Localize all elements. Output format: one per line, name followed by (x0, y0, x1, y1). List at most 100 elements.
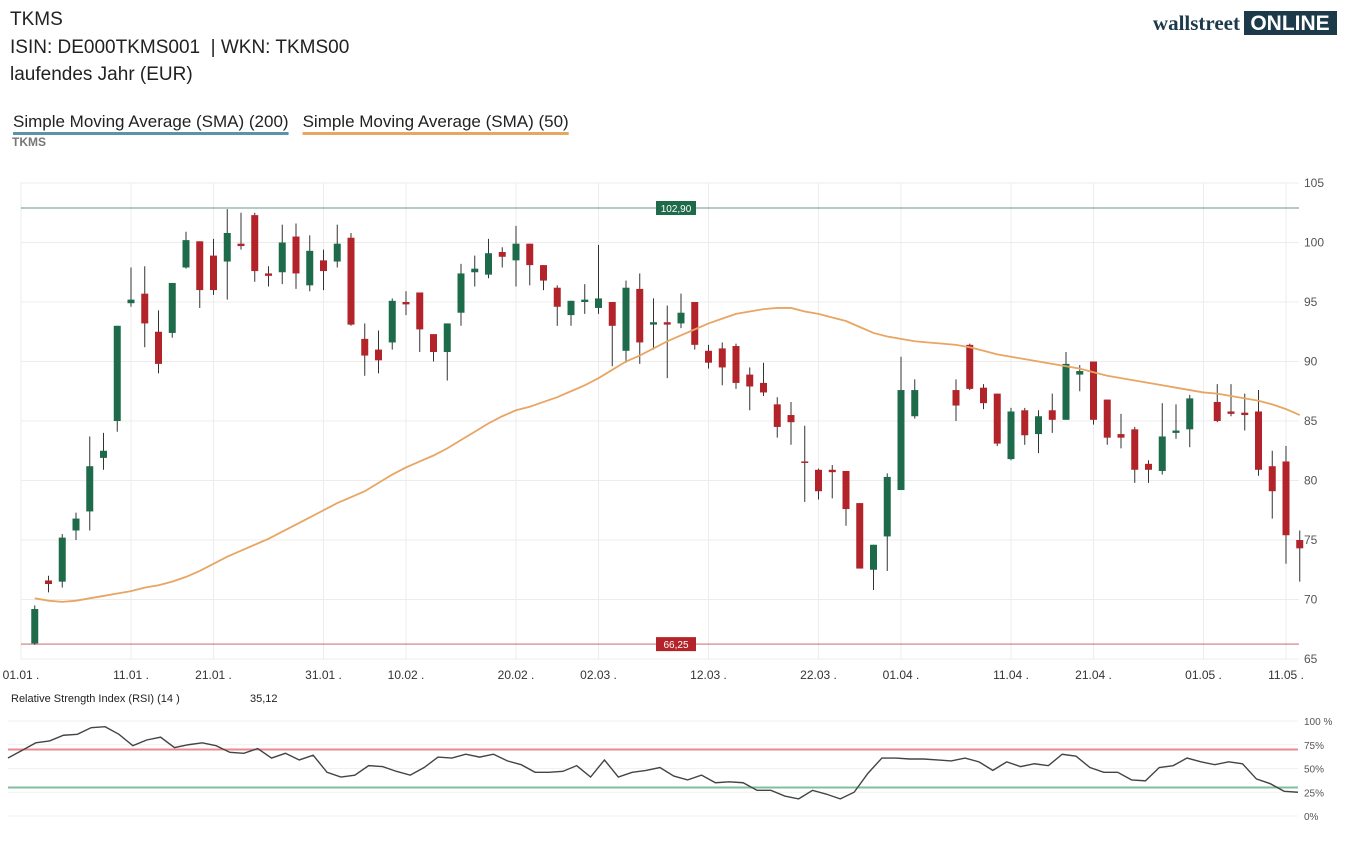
x-tick-label: 21.01 . (195, 668, 232, 682)
candle-body (1090, 361, 1097, 420)
candle-body (1145, 463, 1152, 470)
candle-body (897, 390, 905, 491)
instrument: TKMS (12, 135, 46, 149)
candle-body (196, 241, 204, 291)
candle-body (1007, 411, 1015, 460)
candle-body (911, 390, 919, 417)
candle-body (1282, 461, 1290, 536)
y-tick-label: 75% (1304, 741, 1324, 752)
candle-body (1158, 436, 1166, 471)
y-tick-label: 80 (1304, 474, 1318, 488)
candle-body (1241, 412, 1249, 416)
candle-body (320, 260, 327, 272)
hline-label-bg (656, 637, 696, 652)
candle-body (292, 236, 300, 274)
candle-body (1076, 371, 1084, 375)
candle-body (691, 302, 699, 345)
candle-body (526, 243, 534, 266)
candle-body (636, 288, 644, 343)
candle-body (980, 387, 987, 404)
candle-body (443, 323, 451, 352)
candle-body (608, 302, 616, 326)
x-tick-label: 10.02 . (388, 668, 425, 682)
logo-word: wallstreet (1153, 11, 1240, 35)
candle-body (773, 404, 781, 427)
y-tick-label: 95 (1304, 295, 1318, 309)
candle-body (746, 374, 754, 387)
hline-label-bg (656, 200, 696, 215)
period: laufendes Jahr (EUR) (10, 64, 193, 85)
rsi-current: 35,12 (250, 693, 278, 705)
candle-body (815, 469, 822, 492)
candle-body (471, 268, 479, 273)
candle-body (622, 287, 630, 351)
candle-body (1296, 540, 1304, 549)
candle-body (1048, 410, 1056, 420)
candle-body (567, 300, 575, 316)
candle-body (870, 544, 877, 570)
candle-body (100, 450, 107, 458)
x-tick-label: 20.02 . (498, 668, 535, 682)
candle-body (1268, 466, 1276, 492)
y-tick-label: 65 (1304, 652, 1318, 666)
candle-body (72, 518, 80, 531)
candle-body (223, 232, 231, 262)
y-tick-label: 85 (1304, 414, 1318, 428)
candle-body (430, 334, 437, 352)
x-tick-label: 22.03 . (800, 668, 837, 682)
x-tick-label: 12.03 . (690, 668, 727, 682)
candle-body (1186, 398, 1194, 430)
candle-body (182, 240, 190, 268)
candle-body (155, 331, 162, 364)
candle-body (732, 346, 740, 383)
x-tick-label: 11.05 . (1268, 668, 1304, 682)
candle-body (45, 580, 52, 585)
candle-body (553, 287, 561, 307)
candle-body (1062, 363, 1070, 420)
candle-body (581, 299, 589, 302)
candle-body (1117, 434, 1125, 438)
candle-body (402, 302, 410, 305)
candle-body (1213, 401, 1221, 421)
candle-body (58, 537, 66, 582)
candle-body (113, 325, 121, 421)
candle-body (265, 273, 272, 276)
y-tick-label: 75 (1304, 533, 1318, 547)
candle-body (210, 255, 217, 291)
title: TKMS (10, 9, 63, 30)
y-tick-label: 25% (1304, 788, 1324, 799)
candle-body (801, 461, 809, 463)
candle-body (952, 390, 960, 406)
y-tick-label: 105 (1304, 176, 1324, 190)
candle-body (498, 252, 506, 257)
y-tick-label: 90 (1304, 355, 1318, 369)
candle-body (650, 322, 657, 325)
x-tick-label: 01.05 . (1185, 668, 1222, 682)
candle-body (1255, 411, 1262, 470)
candle-body (306, 250, 314, 286)
candle-body (1035, 416, 1042, 435)
hline-label: 66,25 (663, 640, 688, 651)
x-tick-label: 31.01 . (305, 668, 342, 682)
sma-line (34, 307, 1301, 603)
y-tick-label: 100 % (1304, 717, 1332, 728)
candle-body (993, 393, 1001, 444)
candle-body (31, 609, 39, 644)
x-tick-label: 01.04 . (883, 668, 920, 682)
legend-label: Simple Moving Average (SMA) (50) (303, 112, 569, 131)
candle-body (677, 312, 685, 324)
x-tick-label: 11.04 . (993, 668, 1029, 682)
y-tick-label: 100 (1304, 236, 1324, 250)
candle-body (333, 243, 341, 262)
candle-body (663, 322, 671, 325)
candle-body (388, 300, 396, 343)
candle-body (127, 299, 135, 304)
y-tick-label: 70 (1304, 593, 1318, 607)
legend-underline (13, 132, 289, 135)
candle-body (1021, 410, 1029, 436)
candle-body (760, 382, 767, 393)
candle-body (361, 338, 369, 356)
rsi-title: Relative Strength Index (RSI) (14 ) (11, 693, 180, 705)
candle-body (966, 344, 974, 389)
